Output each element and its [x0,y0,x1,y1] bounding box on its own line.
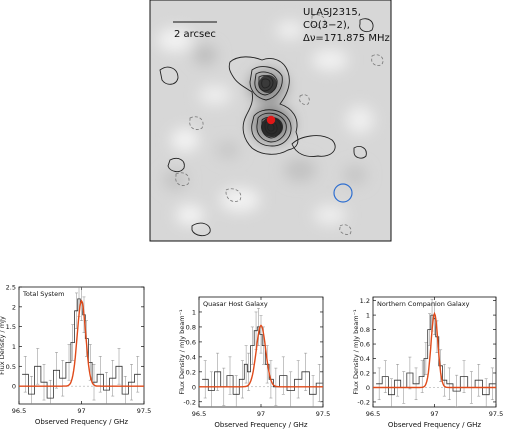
spectrum-panel-northern-companion: -0.2 0 0.2 0.4 0.6 0.8 1 1.2 96.5 97 97.5 Northern … [352,296,503,429]
co-map-panel: 2 arcsec ULASJ2315, CO(3−2), Δν=171.875 … [149,0,392,242]
scale-bar-label: 2 arcsec [174,29,216,40]
map-header-line-2: CO(3−2), [303,20,350,31]
panel-label: Total System [22,290,65,298]
spectrum-panel-quasar-host: -0.2 0 0.2 0.4 0.6 0.8 1 96.5 97 97.5 Quasar Host … [178,296,330,429]
gaussian-fit-line [199,324,323,388]
y-tick-label: 0 [366,384,370,392]
y-tick-label: -0.2 [183,398,196,406]
y-tick-label: 0.2 [360,369,370,377]
data-step-line [376,314,496,396]
x-tick-label: 97 [257,410,265,418]
x-tick-label: 96.5 [192,410,206,418]
x-axis-label: Observed Frequency / GHz [214,421,308,429]
gaussian-fit-line [373,311,496,389]
y-tick-label: 0.8 [186,323,196,331]
x-tick-label: 97 [77,407,85,415]
x-tick-label: 97.5 [316,410,330,418]
y-tick-label: 0.4 [186,353,196,361]
y-tick-label: 0.8 [360,326,370,334]
y-tick-label: 0 [192,383,196,391]
x-tick-label: 97.5 [137,407,151,415]
panel-label: Quasar Host Galaxy [203,300,268,308]
map-contours [159,18,374,237]
y-tick-label: 0.6 [186,338,196,346]
quasar-position-marker [266,115,276,125]
x-tick-label: 97 [430,410,438,418]
map-header-line-1: ULASJ2315, [303,7,361,18]
y-tick-label: 1 [366,312,370,320]
data-step-line [22,298,141,399]
y-tick-label: 2 [12,303,16,311]
data-step-line [202,326,323,395]
y-tick-label: 1.5 [6,323,16,331]
x-tick-label: 96.5 [366,410,380,418]
beam-ellipse [333,183,353,203]
map-noise [157,21,374,225]
map-frame [149,0,392,242]
y-tick-label: 1.2 [360,297,370,305]
x-tick-label: 97.5 [489,410,503,418]
spectrum-panel-total-system: 0 0.5 1 1.5 2 2.5 96.5 97 97.5 Total System Observ… [0,284,151,427]
y-tick-label: 0.2 [186,368,196,376]
x-axis-label: Observed Frequency / GHz [35,418,129,426]
x-axis-label: Observed Frequency / GHz [388,421,482,429]
y-tick-label: 2.5 [6,284,16,292]
map-negative-contours [175,14,384,235]
y-axis-label: Flux Density / mJy beam⁻¹ [178,309,186,395]
y-tick-label: 0.5 [6,363,16,371]
y-tick-label: 1 [192,308,196,316]
y-tick-label: 0.4 [360,355,370,363]
y-tick-label: 1 [12,343,16,351]
y-tick-label: 0.6 [360,341,370,349]
y-axis-label: Flux Density / mJy beam⁻¹ [352,309,360,395]
y-axis-label: Flux Density / mJy [0,316,6,375]
x-tick-label: 96.5 [12,407,26,415]
y-tick-label: 0 [12,383,16,391]
gaussian-fit-line [19,299,144,387]
panel-label: Northern Companion Galaxy [377,300,470,308]
y-tick-label: -0.2 [357,398,370,406]
map-header-line-3: Δν=171.875 MHz [303,33,390,44]
